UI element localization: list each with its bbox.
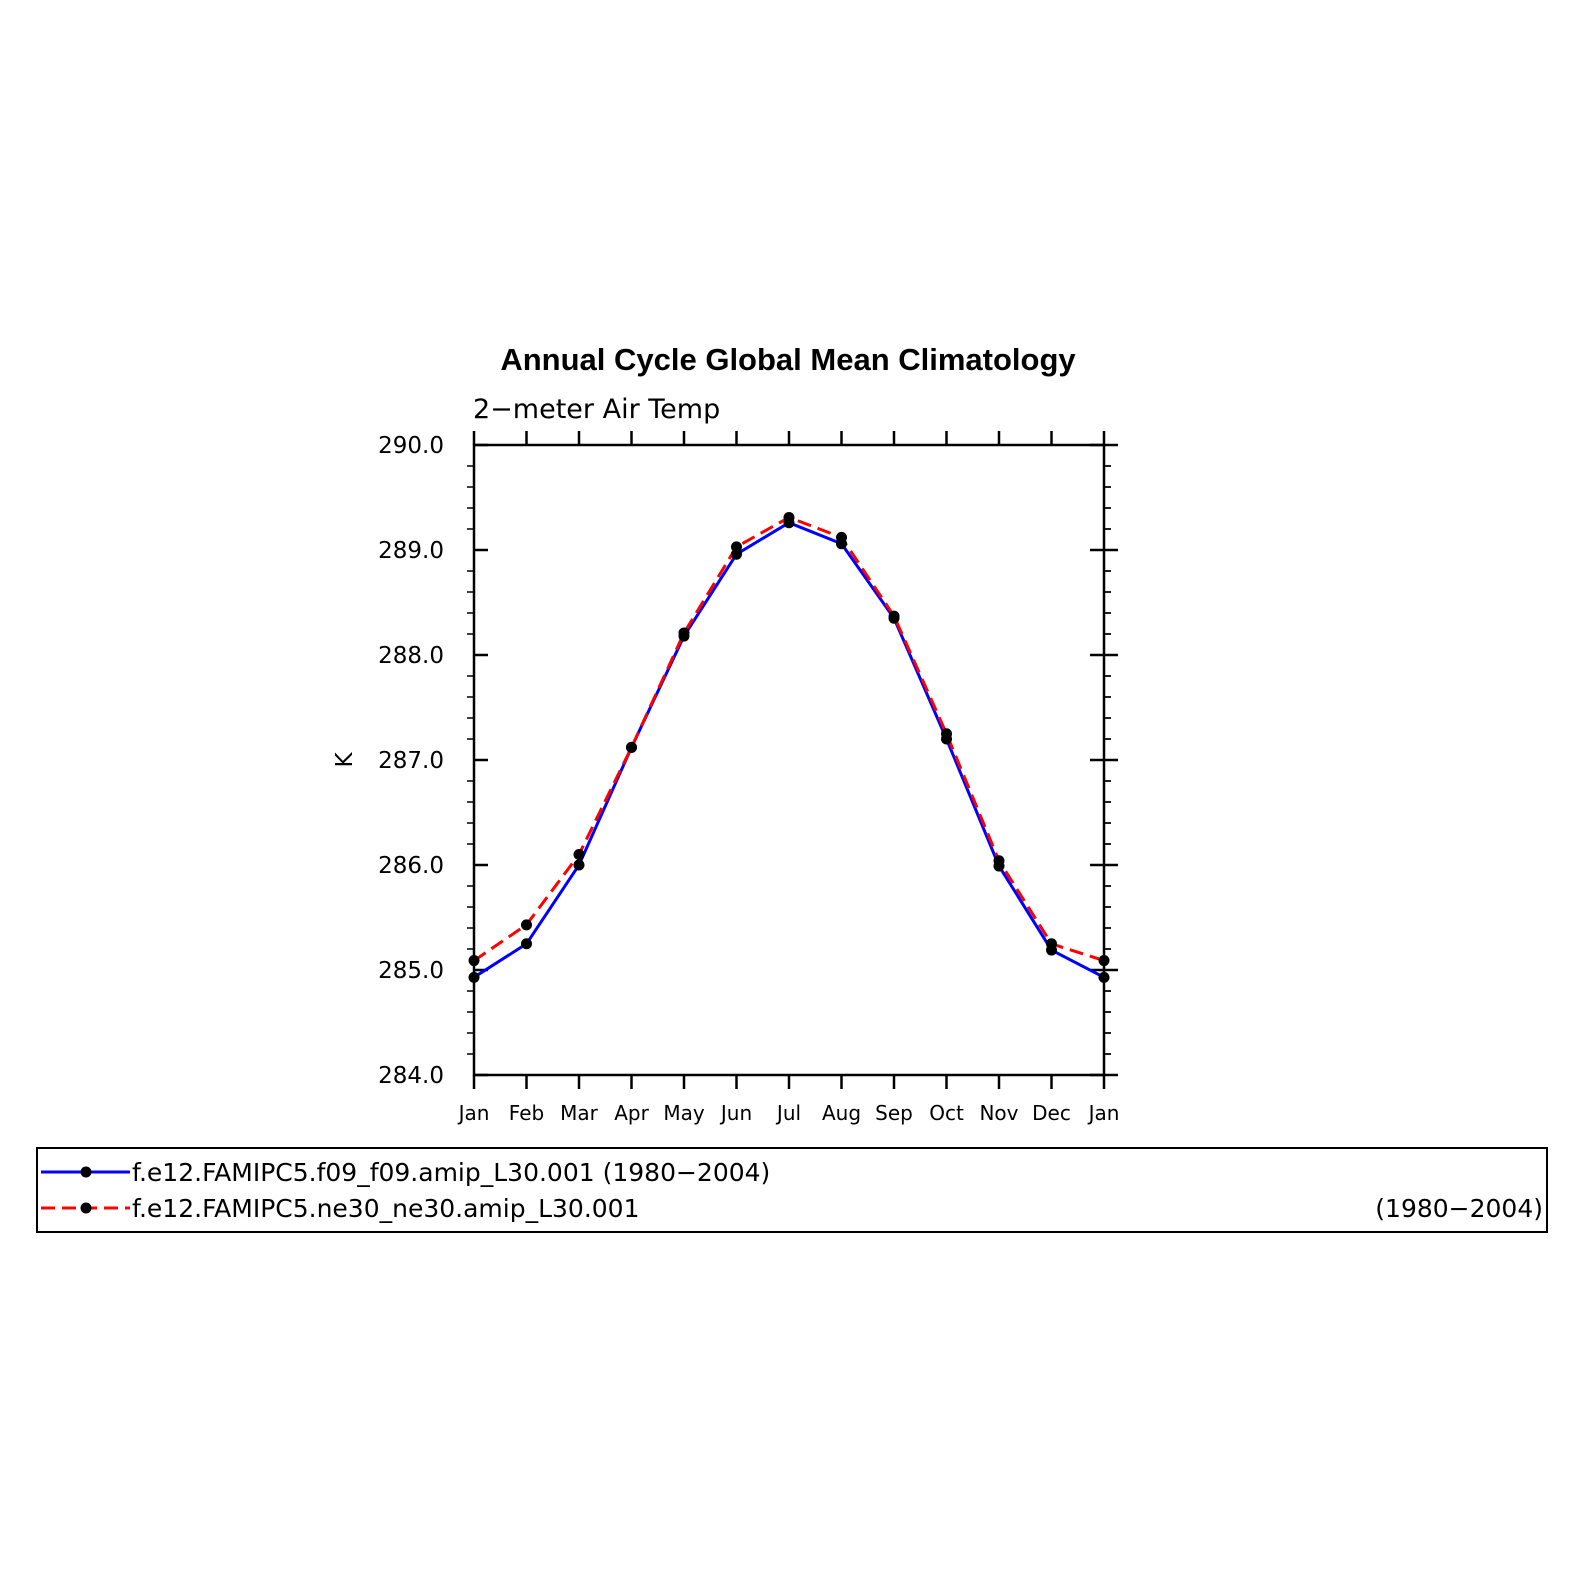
data-point xyxy=(836,531,847,543)
x-tick-label: Mar xyxy=(560,1101,599,1125)
legend-period: (1980−2004) xyxy=(1375,1194,1543,1223)
data-point xyxy=(731,541,742,553)
x-tick-labels: Jan Feb Mar Apr May Jun Jul Aug Sep Oct Nov Dec Jan xyxy=(457,1101,1120,1125)
data-point xyxy=(1046,938,1057,950)
data-point xyxy=(521,938,532,950)
legend-label: f.e12.FAMIPC5.ne30_ne30.amip_L30.001 xyxy=(132,1194,640,1223)
y-tick-label: 284.0 xyxy=(378,1063,444,1089)
legend-marker xyxy=(80,1202,92,1214)
plot-frame xyxy=(472,443,1106,1077)
chart-title: Annual Cycle Global Mean Climatology xyxy=(500,342,1076,377)
x-tick-label: Sep xyxy=(875,1101,913,1125)
x-tick-label: Jun xyxy=(719,1101,752,1125)
y-tick-label: 286.0 xyxy=(378,853,444,879)
y-tick-label: 285.0 xyxy=(378,958,444,984)
data-point xyxy=(626,741,637,753)
x-tick-label: Nov xyxy=(979,1101,1018,1125)
y-tick-label: 288.0 xyxy=(378,643,444,669)
axis-ticks xyxy=(467,431,1118,1089)
legend-box xyxy=(36,1147,1548,1233)
x-tick-label: Jul xyxy=(775,1101,801,1125)
data-point xyxy=(573,859,585,871)
x-tick-label: Jan xyxy=(1087,1101,1120,1125)
data-point xyxy=(678,627,690,639)
series-line xyxy=(473,515,1105,963)
x-tick-label: Apr xyxy=(614,1101,649,1125)
x-tick-label: May xyxy=(663,1101,705,1125)
x-tick-label: Feb xyxy=(509,1101,544,1125)
chart-subtitle: 2−meter Air Temp xyxy=(473,394,720,425)
data-point xyxy=(783,511,795,523)
y-tick-label: 289.0 xyxy=(378,538,444,564)
data-point xyxy=(521,919,532,931)
legend-marker xyxy=(80,1166,92,1178)
y-tick-label: 287.0 xyxy=(378,748,444,774)
x-tick-label: Aug xyxy=(822,1101,861,1125)
x-tick-label: Jan xyxy=(457,1101,490,1125)
y-tick-labels: 284.0 285.0 286.0 287.0 288.0 289.0 290.0 xyxy=(378,433,444,1089)
series-markers xyxy=(468,511,1110,983)
x-tick-label: Oct xyxy=(929,1101,964,1125)
data-point xyxy=(941,728,952,740)
data-point xyxy=(993,855,1005,867)
data-point xyxy=(573,849,585,860)
series-line xyxy=(473,521,1105,979)
data-point xyxy=(888,610,900,622)
legend-label: f.e12.FAMIPC5.f09_f09.amip_L30.001 (1980… xyxy=(132,1158,770,1187)
legend: f.e12.FAMIPC5.f09_f09.amip_L30.001 (1980… xyxy=(36,1147,1548,1233)
y-tick-label: 290.0 xyxy=(378,433,444,459)
series-lines xyxy=(473,515,1105,979)
x-tick-label: Dec xyxy=(1032,1101,1071,1125)
y-axis-label: K xyxy=(332,752,358,768)
